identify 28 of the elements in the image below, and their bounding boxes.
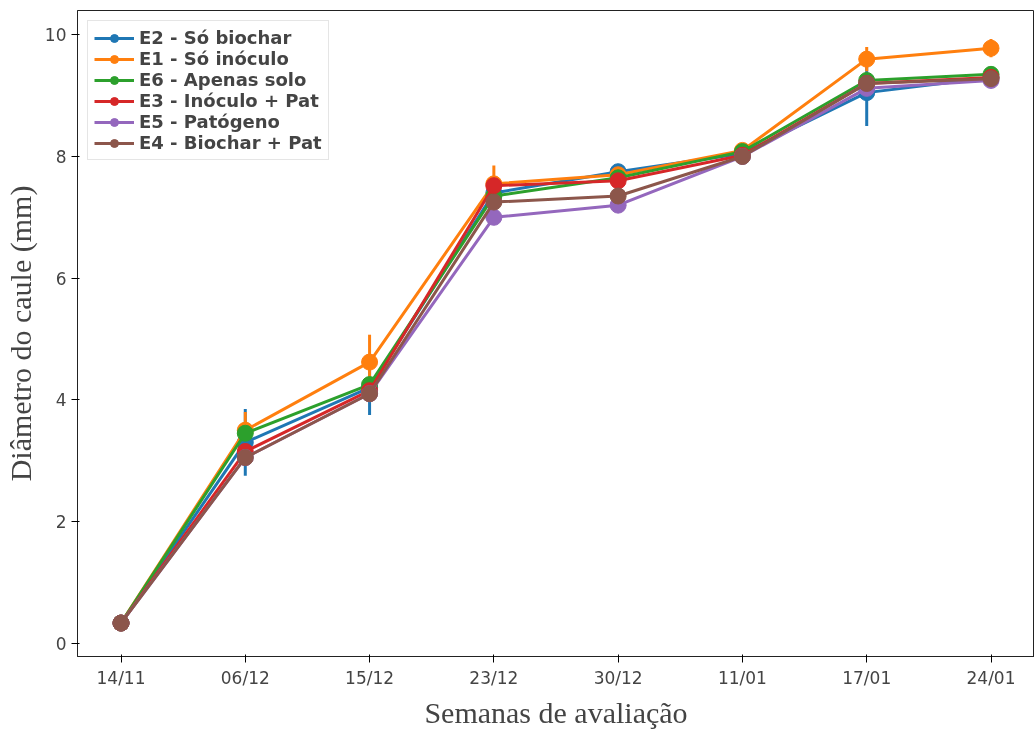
x-tick-label: 23/12 (469, 667, 519, 688)
x-tick-label: 11/01 (717, 667, 767, 688)
y-tick-label: 0 (55, 633, 67, 654)
point (609, 187, 627, 205)
x-tick-label: 30/12 (593, 667, 643, 688)
x-tick-label: 14/11 (96, 667, 146, 688)
x-tick-label: 15/12 (345, 667, 395, 688)
legend-label: E6 - Apenas solo (139, 69, 307, 90)
y-tick-label: 2 (55, 511, 67, 532)
point (982, 39, 1000, 57)
y-tick-label: 10 (44, 25, 67, 46)
point (485, 193, 503, 211)
legend-label: E1 - Só inóculo (139, 48, 289, 69)
point (485, 208, 503, 226)
y-tick-label: 4 (55, 390, 67, 411)
y-tick-label: 6 (55, 268, 67, 289)
y-axis-title: Diâmetro do caule (mm) (3, 185, 38, 482)
legend-label: E5 - Patógeno (139, 111, 280, 132)
legend-label: E4 - Biochar + Pat (139, 132, 322, 153)
x-axis-title: Semanas de avaliação (424, 695, 688, 729)
x-tick-label: 24/01 (966, 667, 1016, 688)
x-tick-label: 06/12 (220, 667, 270, 688)
point (361, 353, 379, 371)
y-tick-label: 8 (55, 146, 67, 167)
point (858, 50, 876, 68)
legend-label: E3 - Inóculo + Pat (139, 90, 319, 111)
legend-label: E2 - Só biochar (139, 27, 292, 48)
x-tick-label: 17/01 (842, 667, 892, 688)
